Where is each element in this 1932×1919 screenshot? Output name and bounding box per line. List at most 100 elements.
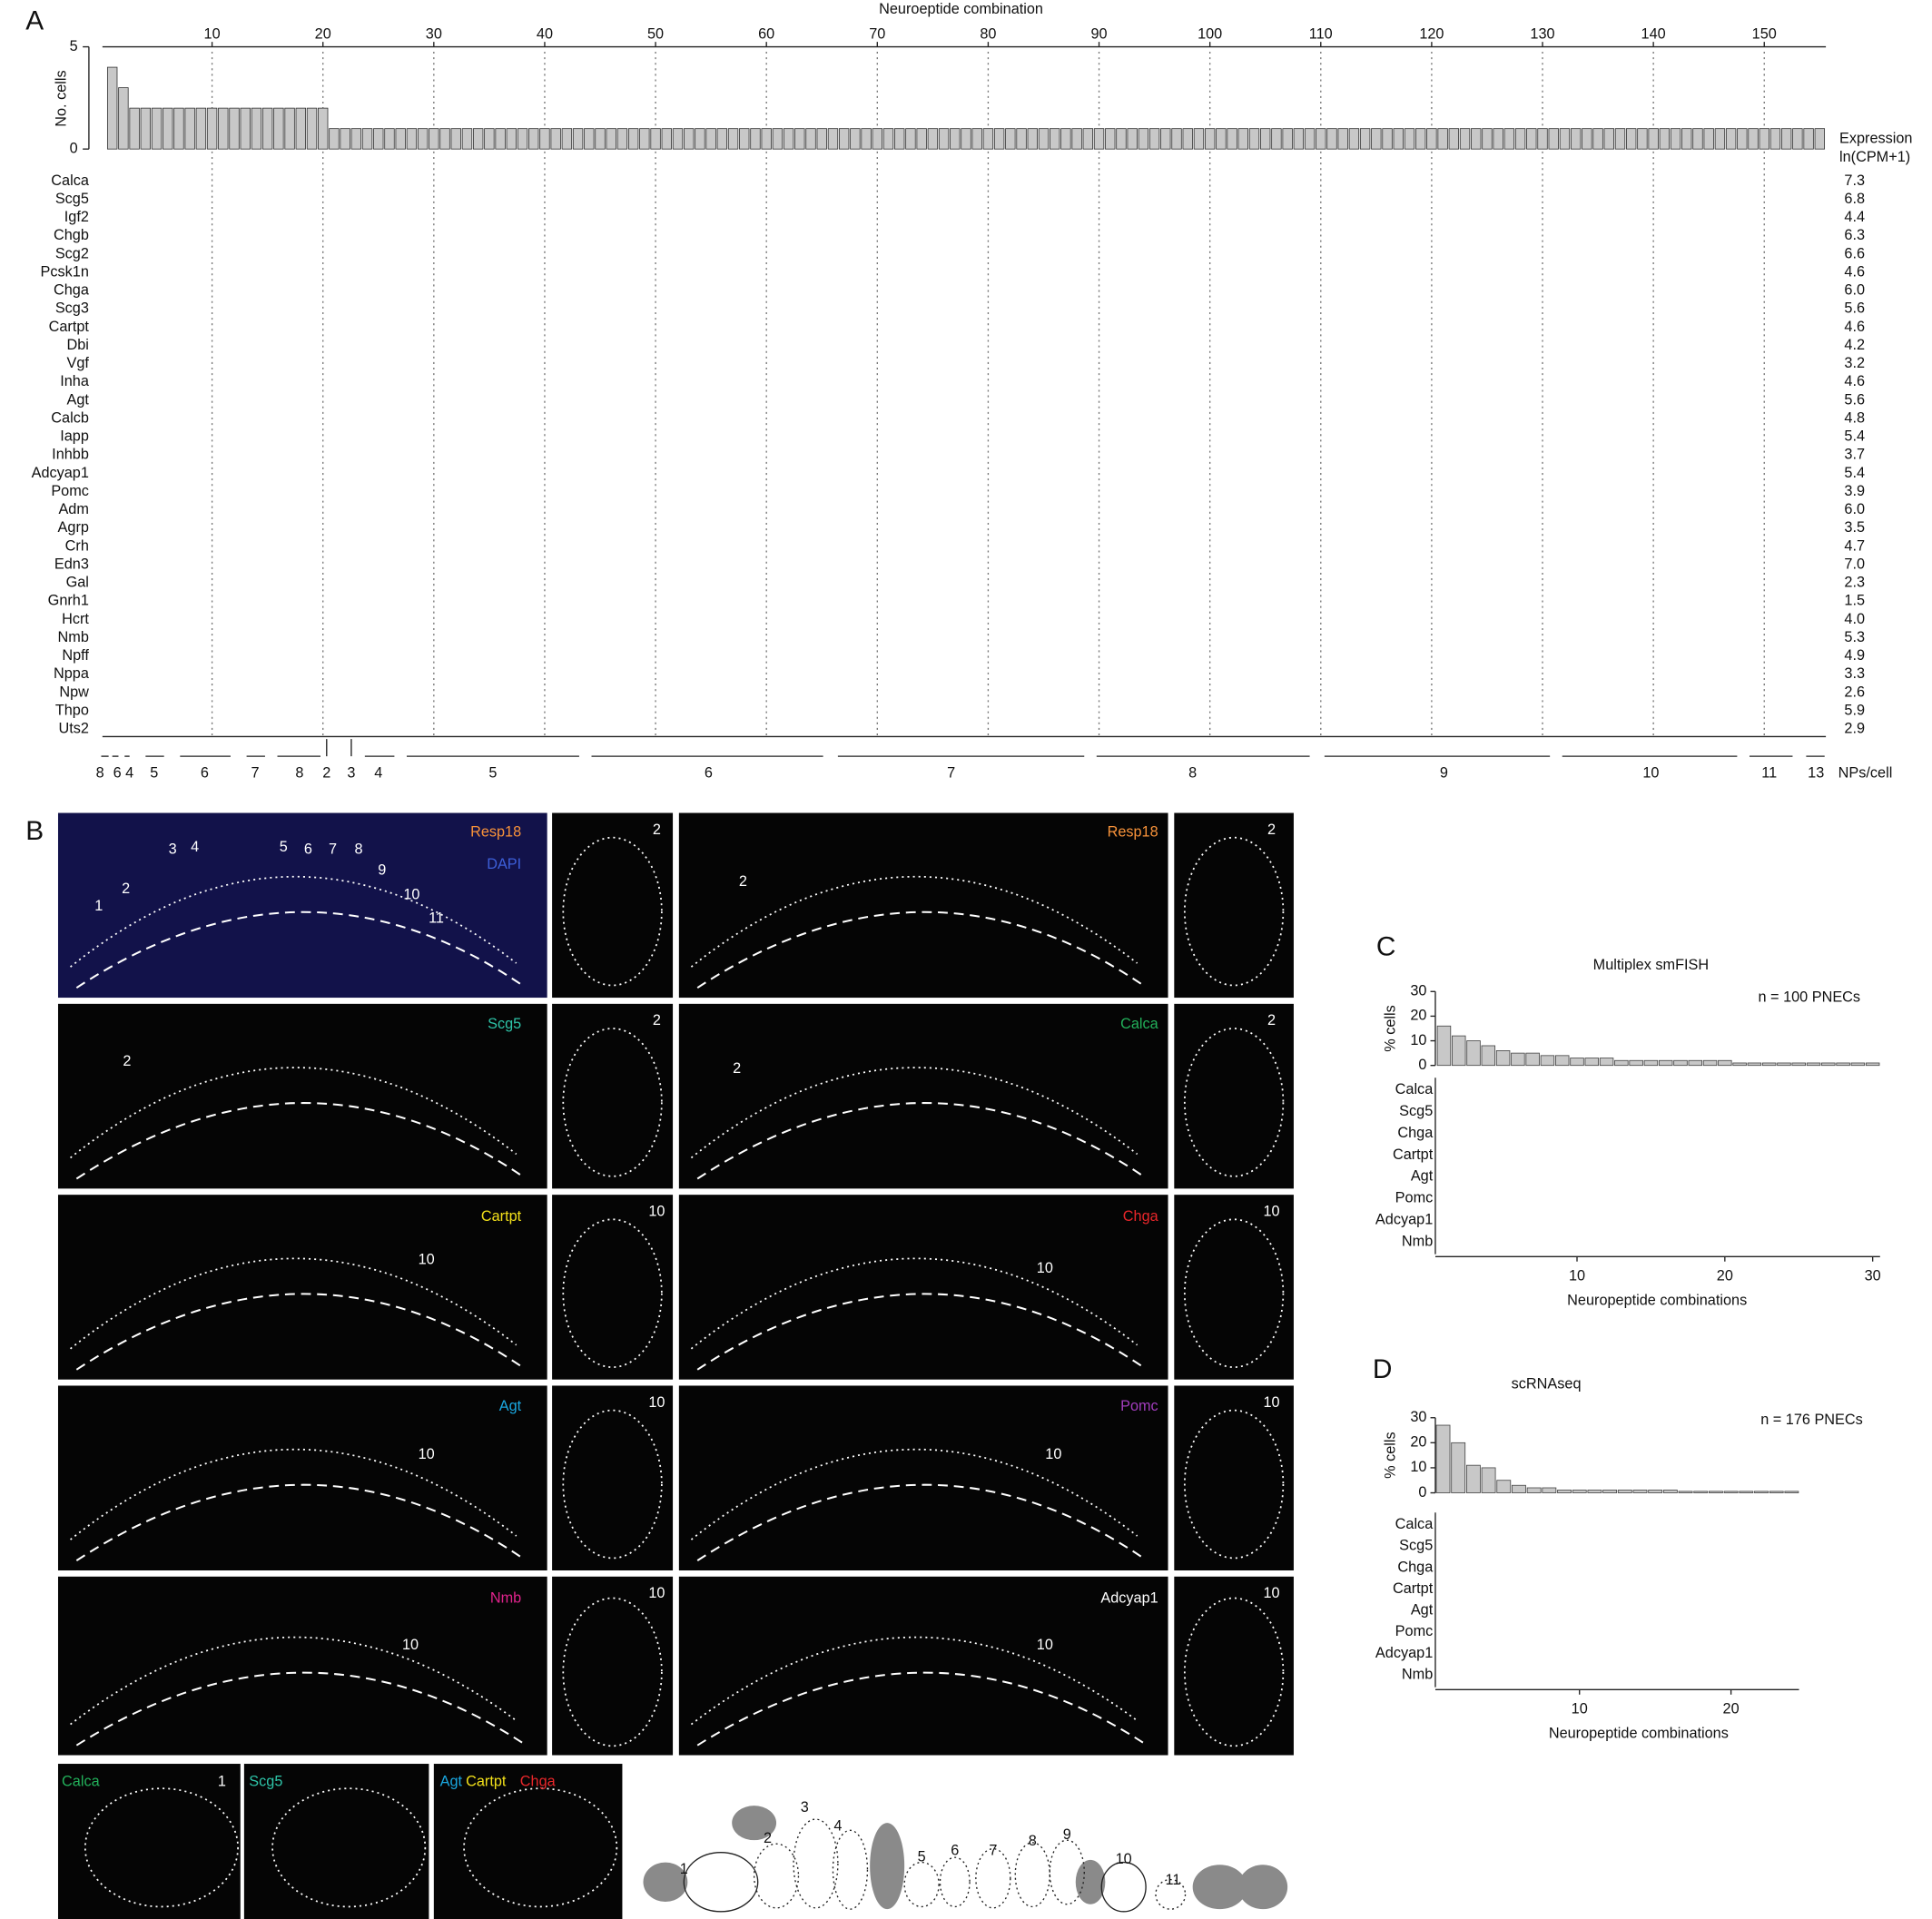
expression-value: 3.3 xyxy=(1844,665,1865,682)
bar xyxy=(1592,128,1603,150)
y-tick-label: 0 xyxy=(70,140,78,156)
bar xyxy=(417,128,429,150)
micrograph xyxy=(1174,1385,1294,1571)
bar xyxy=(1160,128,1171,150)
bar xyxy=(1780,128,1792,150)
bar xyxy=(916,128,927,150)
bar xyxy=(1005,128,1016,150)
bar xyxy=(1382,128,1393,150)
bar xyxy=(739,128,750,150)
channel-label: Cartpt xyxy=(466,1774,507,1790)
gene-label: Edn3 xyxy=(54,556,89,572)
micrograph xyxy=(57,1195,547,1380)
bar xyxy=(1404,128,1415,150)
channel-label: Adcyap1 xyxy=(1100,1590,1158,1607)
gene-label: Adcyap1 xyxy=(32,465,89,481)
bar xyxy=(140,107,152,150)
micrograph xyxy=(57,1003,547,1189)
bar xyxy=(1836,1062,1850,1067)
bar xyxy=(1814,128,1826,150)
bar xyxy=(206,107,218,150)
bar xyxy=(695,128,705,150)
nps-label: NPs/cell xyxy=(1838,764,1893,781)
bar xyxy=(329,128,340,150)
bar xyxy=(1747,1062,1762,1067)
gene-label: Pomc xyxy=(1395,1623,1434,1639)
channel-label: Resp18 xyxy=(470,824,521,841)
bar xyxy=(1060,128,1071,150)
tissue-outline xyxy=(696,1483,1144,1562)
neighbor-cell xyxy=(1075,1859,1106,1904)
bar xyxy=(1471,128,1482,150)
cell-number: 4 xyxy=(191,839,199,855)
expression-value: 1.5 xyxy=(1844,593,1865,609)
bar xyxy=(1792,128,1803,150)
channel-label: Cartpt xyxy=(481,1208,522,1225)
expression-value: 4.6 xyxy=(1844,373,1865,389)
expression-value: 7.0 xyxy=(1844,556,1865,572)
bar xyxy=(1316,128,1326,150)
nps-group-label: 8 xyxy=(295,764,303,781)
bar xyxy=(750,128,761,150)
nps-group-label: 10 xyxy=(1642,764,1659,781)
bar xyxy=(1448,128,1460,150)
bar xyxy=(1559,128,1571,150)
bar xyxy=(1725,128,1737,150)
cell-number: 8 xyxy=(1029,1833,1037,1849)
gene-label: Cartpt xyxy=(1393,1580,1434,1597)
bar xyxy=(1138,128,1149,150)
bar xyxy=(727,128,739,150)
x-tick-label: 120 xyxy=(1419,25,1444,42)
micrograph xyxy=(552,1576,674,1756)
inset-number: 10 xyxy=(648,1585,665,1601)
bar xyxy=(1584,1058,1600,1067)
inset-number: 2 xyxy=(653,1012,661,1028)
cell-outline xyxy=(1183,1597,1285,1747)
bar xyxy=(1071,128,1082,150)
expression-value: 4.8 xyxy=(1844,409,1865,426)
bar xyxy=(705,128,716,150)
bar xyxy=(439,128,450,150)
pnec-outline xyxy=(1014,1842,1050,1908)
expression-value: 2.6 xyxy=(1844,684,1865,700)
bar xyxy=(484,128,495,150)
bar xyxy=(838,128,850,150)
x-tick-label: 80 xyxy=(980,25,996,42)
bar xyxy=(1643,1059,1659,1067)
x-axis-title: Neuropeptide combinations xyxy=(1549,1725,1729,1741)
pnec-outline xyxy=(753,1843,800,1909)
panel-label: B xyxy=(25,816,44,846)
y-tick-label: 20 xyxy=(1410,1434,1426,1451)
bar xyxy=(1182,128,1193,150)
expression-value: 6.3 xyxy=(1844,227,1865,243)
bar xyxy=(373,128,384,150)
expression-label: Expression xyxy=(1839,131,1912,147)
micrograph xyxy=(552,1195,674,1380)
gene-label: Adcyap1 xyxy=(1375,1645,1433,1661)
x-tick-label: 40 xyxy=(537,25,553,42)
micrograph xyxy=(678,1385,1168,1571)
bar xyxy=(1737,128,1748,150)
bar xyxy=(461,128,473,150)
bar xyxy=(1105,128,1116,150)
gene-label: Scg3 xyxy=(55,300,89,317)
bar xyxy=(251,107,262,150)
cell-outline xyxy=(690,1257,1138,1350)
bar xyxy=(572,128,584,150)
gene-label: Calca xyxy=(1395,1081,1434,1097)
bar xyxy=(1503,128,1515,150)
bar xyxy=(1659,128,1671,150)
bar xyxy=(927,128,939,150)
x-tick-label: 150 xyxy=(1752,25,1777,42)
bar xyxy=(1493,128,1503,150)
bar xyxy=(872,128,883,150)
nps-group-label: 4 xyxy=(374,764,382,781)
bar xyxy=(1326,128,1337,150)
expression-value: 5.6 xyxy=(1844,391,1865,408)
bar xyxy=(772,128,784,150)
bar xyxy=(550,128,561,150)
x-tick-label: 20 xyxy=(1723,1700,1740,1717)
bar xyxy=(1049,128,1060,150)
nps-group-label: 6 xyxy=(113,764,122,781)
bar xyxy=(1761,1062,1777,1067)
